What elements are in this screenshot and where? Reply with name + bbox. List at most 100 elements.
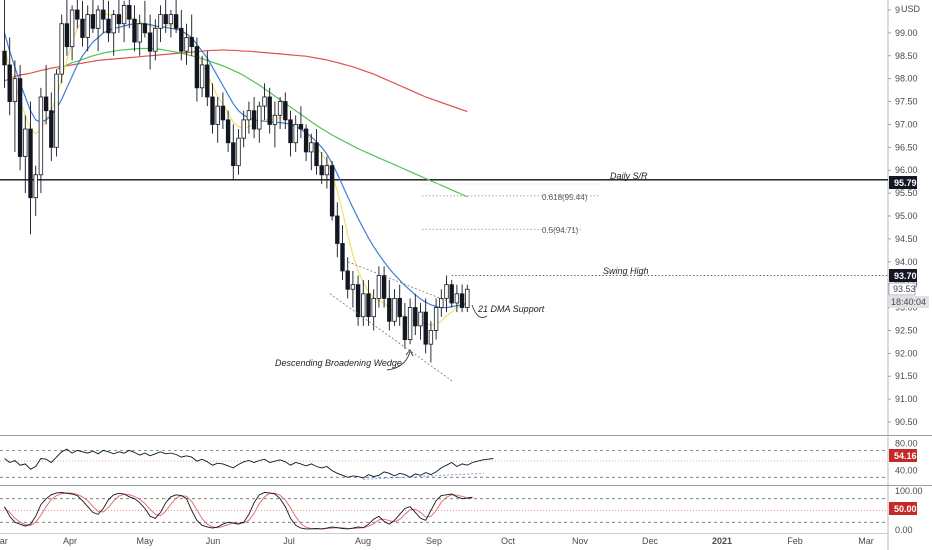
candle-body	[12, 78, 18, 102]
candle-body	[309, 142, 314, 153]
currency-label: USD	[901, 4, 921, 14]
candle-body	[283, 101, 288, 121]
candle-body	[236, 137, 241, 167]
candle-body	[127, 5, 132, 20]
price-tick-label: 95.00	[895, 211, 918, 221]
time-axis[interactable]: Mar Apr May Jun Jul Aug Sep Oct Nov Dec 2021 Feb Mar	[0, 536, 874, 546]
price-tick-label: 92.50	[895, 325, 918, 335]
candle-body	[381, 275, 387, 299]
fib-618-label: 0.618(95.44)	[542, 193, 588, 202]
candle-body	[225, 119, 231, 144]
candle-body	[116, 14, 122, 25]
candle-body	[246, 110, 252, 121]
price-tick-label: 91.50	[895, 371, 918, 381]
time-tick-label: Mar	[0, 536, 8, 546]
time-tick-label: Jul	[283, 536, 295, 546]
stoch-tick-label: 100.00	[895, 486, 923, 496]
candle-body	[444, 284, 449, 299]
rsi-line	[4, 448, 494, 479]
rsi-value-badge: 54.16	[889, 449, 917, 462]
price-tick-label: 95.50	[895, 188, 918, 198]
time-tick-label: Dec	[642, 536, 659, 546]
candle-body	[345, 270, 350, 290]
candle-body	[407, 307, 413, 340]
rsi-tick-label: 40.00	[895, 466, 918, 476]
candle-body	[163, 14, 168, 25]
candle-body	[335, 215, 340, 244]
stoch-d-line	[4, 492, 473, 530]
candle-body	[361, 293, 366, 318]
rsi-tick-label: 80.00	[895, 439, 918, 449]
stoch-k-line	[4, 492, 473, 530]
price-tick-label: 92.00	[895, 348, 918, 358]
candle-body	[215, 105, 220, 125]
candle-body	[355, 284, 361, 318]
price-tick-label: 96.50	[895, 142, 918, 152]
candle-body	[433, 307, 439, 331]
candle-body	[413, 307, 418, 327]
candle-body	[43, 96, 49, 112]
wedge-arrowhead	[405, 349, 414, 357]
price-tick-label: 91.00	[895, 394, 918, 404]
candle-body	[293, 124, 298, 144]
candle-body	[418, 311, 423, 327]
last-price-badge: 93.53	[888, 282, 916, 296]
candle-body	[7, 64, 12, 102]
chart-drawings[interactable]	[329, 183, 600, 382]
candle-body	[350, 284, 356, 290]
candle-body	[158, 14, 163, 29]
candle-body	[199, 64, 205, 89]
ma-green-line	[56, 47, 468, 198]
candle-body	[303, 128, 309, 153]
candle-body	[220, 105, 226, 121]
candle-body	[101, 9, 106, 20]
rsi-trendline	[363, 472, 485, 480]
time-tick-label: May	[136, 536, 154, 546]
candle-body	[288, 119, 293, 144]
svg-text:95.79: 95.79	[894, 178, 917, 188]
time-tick-label: Nov	[572, 536, 589, 546]
candle-body	[423, 311, 428, 345]
candlestick-series	[2, 0, 470, 363]
candle-body	[231, 142, 236, 167]
ma-red-line	[4, 49, 468, 113]
candle-body	[397, 297, 402, 318]
candle-body	[132, 18, 137, 43]
candle-body	[449, 284, 454, 304]
candle-body	[184, 37, 189, 52]
stochastic-pane: 100.00 50.00 0.00	[0, 486, 923, 535]
candle-body	[168, 14, 174, 25]
candle-body	[298, 124, 304, 130]
candle-body	[64, 23, 70, 48]
time-tick-label: Jun	[206, 536, 221, 546]
candle-body	[90, 14, 96, 29]
candle-body	[262, 96, 267, 107]
stoch-tick-label: 0.00	[895, 525, 913, 535]
price-tick-label: 98.50	[895, 51, 918, 61]
candle-body	[28, 128, 33, 199]
candle-body	[210, 96, 215, 125]
candle-body	[439, 297, 444, 308]
price-tick-label: 90.50	[895, 417, 918, 427]
daily-sr-label: Daily S/R	[610, 171, 648, 181]
candle-body	[371, 297, 376, 318]
candle-body	[173, 14, 179, 29]
price-tick-label: 97.50	[895, 97, 918, 107]
candle-body	[137, 23, 142, 43]
candle-body	[80, 18, 85, 38]
candle-body	[106, 18, 111, 34]
candle-body	[272, 114, 278, 125]
candle-body	[194, 46, 200, 89]
candle-body	[85, 14, 90, 38]
time-tick-label: Mar	[858, 536, 874, 546]
horizontal-levels	[0, 179, 888, 276]
candle-body	[49, 110, 54, 148]
fib-5-label: 0.5(94.71)	[542, 226, 579, 235]
stoch-value-badge: 50.00	[889, 502, 917, 515]
time-tick-label: Feb	[787, 536, 803, 546]
candle-body	[267, 96, 272, 125]
candle-body	[340, 243, 345, 272]
wedge-lower-line	[329, 293, 453, 382]
price-tick-label: 98.00	[895, 74, 918, 84]
